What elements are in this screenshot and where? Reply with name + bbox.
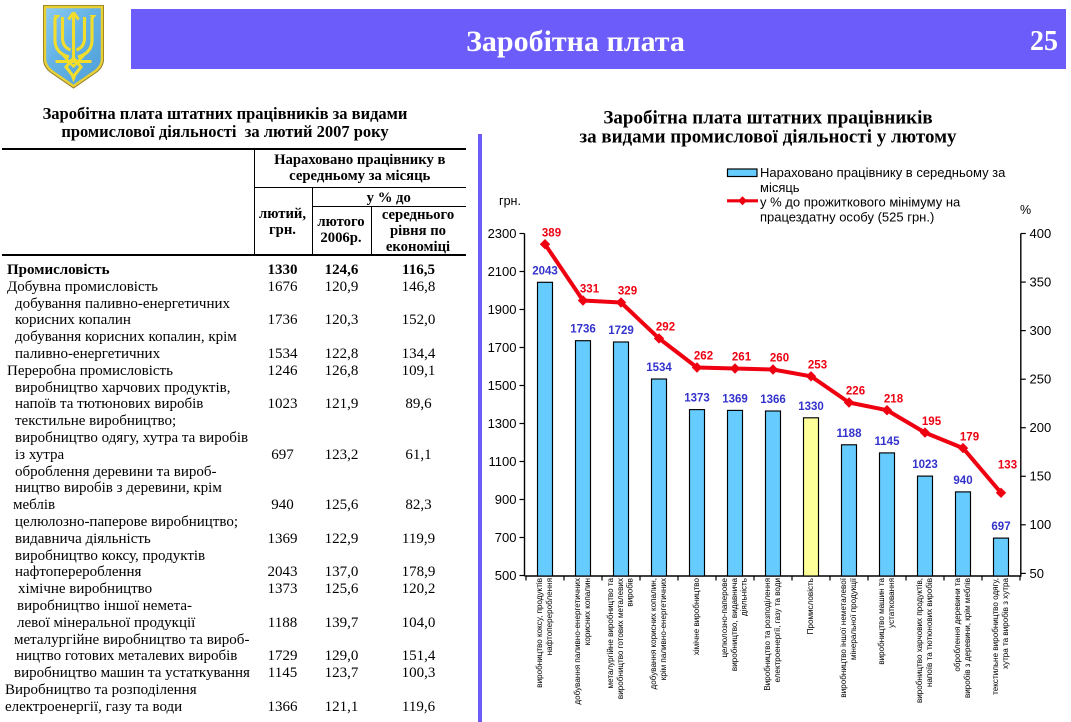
svg-text:виробництво машин та: виробництво машин та bbox=[877, 578, 886, 665]
svg-text:2043: 2043 bbox=[532, 265, 558, 277]
svg-text:218: 218 bbox=[884, 393, 904, 405]
svg-text:179: 179 bbox=[960, 431, 979, 443]
svg-text:350: 350 bbox=[1030, 275, 1052, 290]
svg-text:1369: 1369 bbox=[722, 393, 748, 405]
svg-text:262: 262 bbox=[694, 351, 713, 363]
svg-text:200: 200 bbox=[1030, 420, 1052, 435]
svg-text:1373: 1373 bbox=[684, 393, 710, 405]
svg-text:1300: 1300 bbox=[488, 416, 517, 431]
svg-text:1023: 1023 bbox=[912, 459, 938, 471]
svg-text:1900: 1900 bbox=[488, 302, 517, 317]
svg-text:331: 331 bbox=[580, 284, 600, 296]
svg-text:250: 250 bbox=[1030, 372, 1052, 387]
svg-text:260: 260 bbox=[770, 353, 789, 365]
svg-text:1500: 1500 bbox=[488, 378, 517, 393]
svg-text:хутра та виробів з хутра: хутра та виробів з хутра bbox=[1001, 578, 1010, 669]
svg-text:1736: 1736 bbox=[570, 324, 596, 336]
svg-text:у % до прожиткового мінімуму н: у % до прожиткового мінімуму на bbox=[760, 195, 961, 210]
svg-text:електроенергії, газу та води: електроенергії, газу та води bbox=[773, 578, 782, 683]
svg-text:виробництво харчових продуктів: виробництво харчових продуктів, bbox=[915, 578, 924, 703]
svg-text:виробництво готових металевих: виробництво готових металевих bbox=[616, 578, 625, 699]
svg-text:виробництво, видавнича: виробництво, видавнича bbox=[730, 578, 739, 672]
svg-text:100: 100 bbox=[1030, 517, 1052, 532]
svg-text:1534: 1534 bbox=[646, 362, 672, 374]
svg-text:940: 940 bbox=[953, 475, 972, 487]
svg-text:226: 226 bbox=[846, 386, 865, 398]
svg-text:195: 195 bbox=[922, 416, 942, 428]
svg-text:700: 700 bbox=[495, 530, 517, 545]
svg-text:текстильне виробництво одягу,: текстильне виробництво одягу, bbox=[991, 578, 1000, 695]
svg-text:1330: 1330 bbox=[798, 401, 824, 413]
svg-text:хімічне виробництво: хімічне виробництво bbox=[692, 578, 701, 656]
svg-text:50: 50 bbox=[1030, 566, 1044, 581]
svg-text:Промисловість: Промисловість bbox=[806, 578, 815, 634]
svg-text:150: 150 bbox=[1030, 469, 1052, 484]
svg-text:300: 300 bbox=[1030, 323, 1052, 338]
svg-text:1366: 1366 bbox=[760, 394, 786, 406]
svg-text:389: 389 bbox=[542, 227, 561, 239]
svg-text:крім паливно-енергетичних: крім паливно-енергетичних bbox=[659, 578, 668, 680]
svg-text:2300: 2300 bbox=[488, 226, 517, 241]
svg-text:целюлозно-паперове: целюлозно-паперове bbox=[720, 578, 729, 658]
svg-text:1700: 1700 bbox=[488, 340, 517, 355]
svg-text:253: 253 bbox=[808, 360, 827, 372]
svg-text:корисних копалин: корисних копалин bbox=[583, 578, 592, 645]
svg-text:добування корисних копалин,: добування корисних копалин, bbox=[649, 578, 658, 689]
svg-text:%: % bbox=[1020, 203, 1031, 217]
svg-text:місяць: місяць bbox=[760, 180, 800, 195]
svg-text:добування паливно-енергетичних: добування паливно-енергетичних bbox=[573, 578, 582, 705]
svg-text:устатковання: устатковання bbox=[887, 578, 896, 628]
svg-text:грн.: грн. bbox=[499, 194, 521, 208]
svg-text:нафтоперероблення: нафтоперероблення bbox=[545, 578, 554, 655]
svg-text:Заробітна плата штатних праців: Заробітна плата штатних працівників bbox=[603, 108, 932, 129]
svg-text:мінеральної продукції: мінеральної продукції bbox=[849, 577, 858, 660]
svg-text:виробів: виробів bbox=[626, 578, 635, 607]
svg-text:1145: 1145 bbox=[875, 436, 901, 448]
svg-text:500: 500 bbox=[495, 568, 517, 583]
svg-text:1188: 1188 bbox=[837, 428, 863, 440]
svg-text:133: 133 bbox=[998, 460, 1017, 472]
svg-text:виробів з деревини, крім меблі: виробів з деревини, крім меблів bbox=[963, 578, 972, 698]
svg-text:1729: 1729 bbox=[608, 325, 634, 337]
svg-text:2100: 2100 bbox=[488, 264, 517, 279]
svg-text:900: 900 bbox=[495, 492, 517, 507]
svg-text:виробництво коксу, продуктів: виробництво коксу, продуктів bbox=[535, 578, 544, 688]
svg-text:1100: 1100 bbox=[489, 454, 517, 469]
svg-text:Виробництво та розподілення: Виробництво та розподілення bbox=[763, 578, 772, 691]
svg-text:292: 292 bbox=[656, 322, 675, 334]
svg-text:за видами промислової діяльнос: за видами промислової діяльності у лютом… bbox=[579, 127, 957, 148]
svg-text:329: 329 bbox=[618, 286, 637, 298]
svg-text:працездатну особу (525 грн.): працездатну особу (525 грн.) bbox=[760, 210, 934, 225]
svg-text:напоїв та тютюнових виробів: напоїв та тютюнових виробів bbox=[925, 578, 934, 687]
svg-text:261: 261 bbox=[732, 352, 752, 364]
svg-text:697: 697 bbox=[991, 521, 1010, 533]
svg-text:оброблення деревини та: оброблення деревини та bbox=[953, 578, 962, 672]
svg-text:виробництво іншої неметалевої: виробництво іншої неметалевої bbox=[839, 577, 848, 697]
svg-text:Нараховано працівнику в середн: Нараховано працівнику в середньому за bbox=[760, 165, 1006, 180]
svg-text:400: 400 bbox=[1030, 226, 1052, 241]
svg-text:діяльність: діяльність bbox=[740, 578, 749, 616]
svg-text:металургійне виробництво та: металургійне виробництво та bbox=[606, 578, 615, 689]
